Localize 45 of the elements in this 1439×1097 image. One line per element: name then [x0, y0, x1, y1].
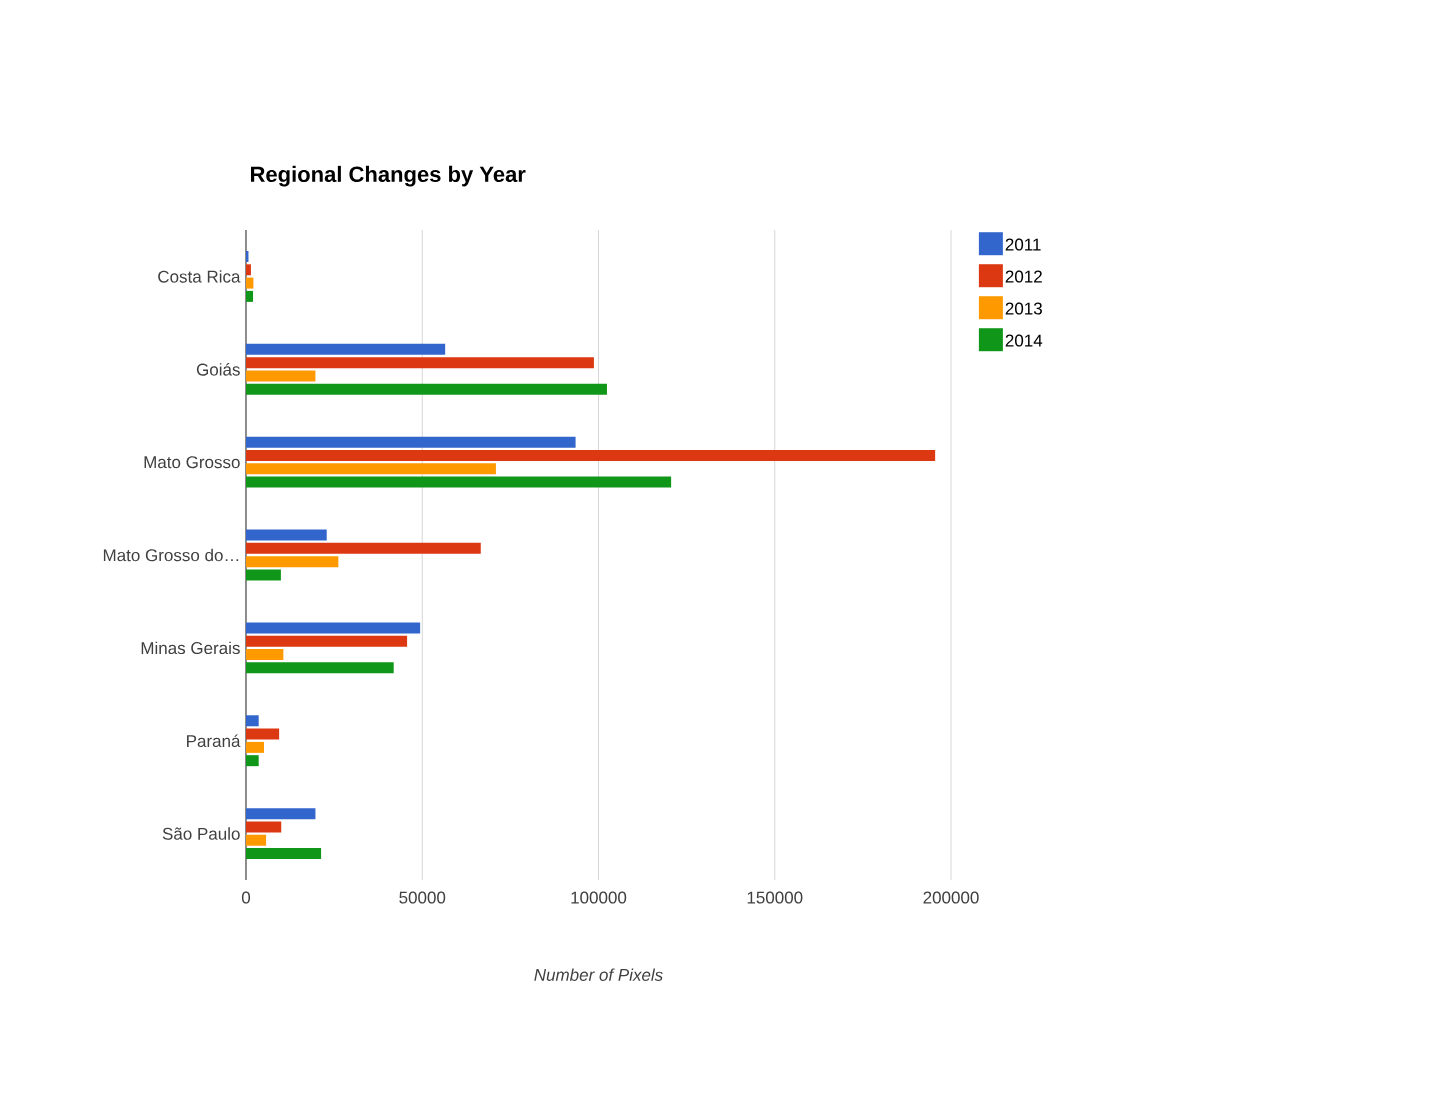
legend-label: 2014 [1005, 334, 1043, 347]
bar [246, 728, 280, 740]
bar [246, 383, 607, 395]
bar [246, 635, 408, 647]
y-tick-label: Goiás [196, 362, 240, 376]
bar [246, 662, 394, 674]
x-tick-label: 200000 [923, 891, 979, 904]
y-tick-label: Mato Grosso [144, 456, 240, 469]
bar [246, 529, 327, 541]
y-tick-label: Minas Gerais [141, 641, 240, 655]
x-tick-label: 150000 [747, 891, 803, 904]
bar [246, 569, 281, 581]
chart-title: Regional Changes by Year [251, 165, 526, 187]
bar [246, 463, 496, 475]
x-tick-label: 0 [241, 891, 251, 904]
bar [246, 715, 259, 727]
bar [246, 357, 594, 369]
bar [246, 542, 481, 554]
x-tick-label: 100000 [571, 891, 627, 904]
y-tick-label: Paraná [187, 734, 241, 748]
bar [246, 622, 421, 634]
bar [246, 450, 936, 461]
bar [246, 755, 259, 767]
legend-label: 2013 [1005, 302, 1042, 315]
bar [246, 277, 254, 289]
bar [246, 264, 251, 276]
bar [246, 741, 264, 753]
x-axis-title: Number of Pixels [534, 968, 663, 981]
bar [246, 436, 576, 448]
bar [246, 848, 322, 860]
bar [246, 556, 339, 568]
bar [246, 343, 446, 355]
y-tick-label: Mato Grosso do… [103, 548, 239, 562]
bar [246, 821, 282, 833]
legend-label: 2011 [1005, 238, 1041, 251]
bar [246, 290, 254, 302]
bar [246, 834, 267, 846]
bar [246, 649, 284, 661]
y-tick-label: Costa Rica [158, 270, 241, 283]
bar [246, 808, 316, 820]
y-tick-label: São Paulo [162, 827, 240, 840]
legend-label: 2012 [1005, 270, 1042, 283]
x-tick-label: 50000 [399, 891, 446, 904]
bar [246, 370, 316, 382]
bar [246, 476, 672, 488]
